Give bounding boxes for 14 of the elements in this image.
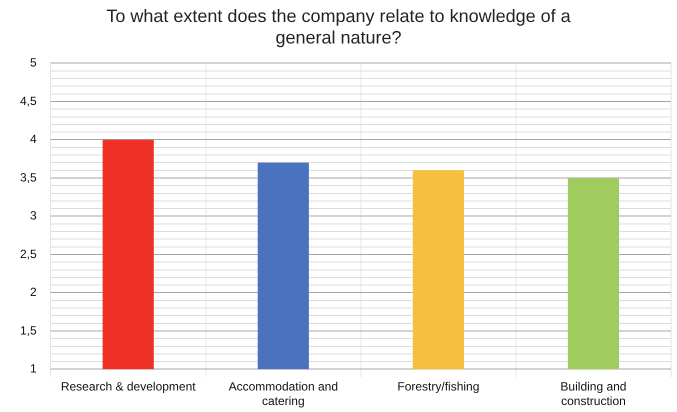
x-tick-label: Forestry/fishing: [397, 380, 480, 394]
y-tick-label: 4,5: [20, 94, 37, 108]
x-tick-label: Accommodation and catering: [228, 380, 338, 408]
y-tick-label: 5: [30, 56, 37, 70]
y-tick-label: 3: [30, 208, 37, 223]
y-tick-label: 2: [30, 285, 37, 300]
y-tick-label: 4: [30, 132, 37, 146]
x-tick-label: Research & development: [60, 380, 196, 394]
x-tick-label: Building and construction: [560, 380, 626, 408]
y-tick-label: 2,5: [20, 246, 37, 261]
chart-title: To what extent does the company relate to knowledge of a general nature?: [106, 6, 572, 48]
y-tick-label: 1,5: [20, 323, 37, 338]
y-tick-label: 1: [30, 362, 37, 376]
y-tick-label: 3,5: [20, 170, 37, 184]
